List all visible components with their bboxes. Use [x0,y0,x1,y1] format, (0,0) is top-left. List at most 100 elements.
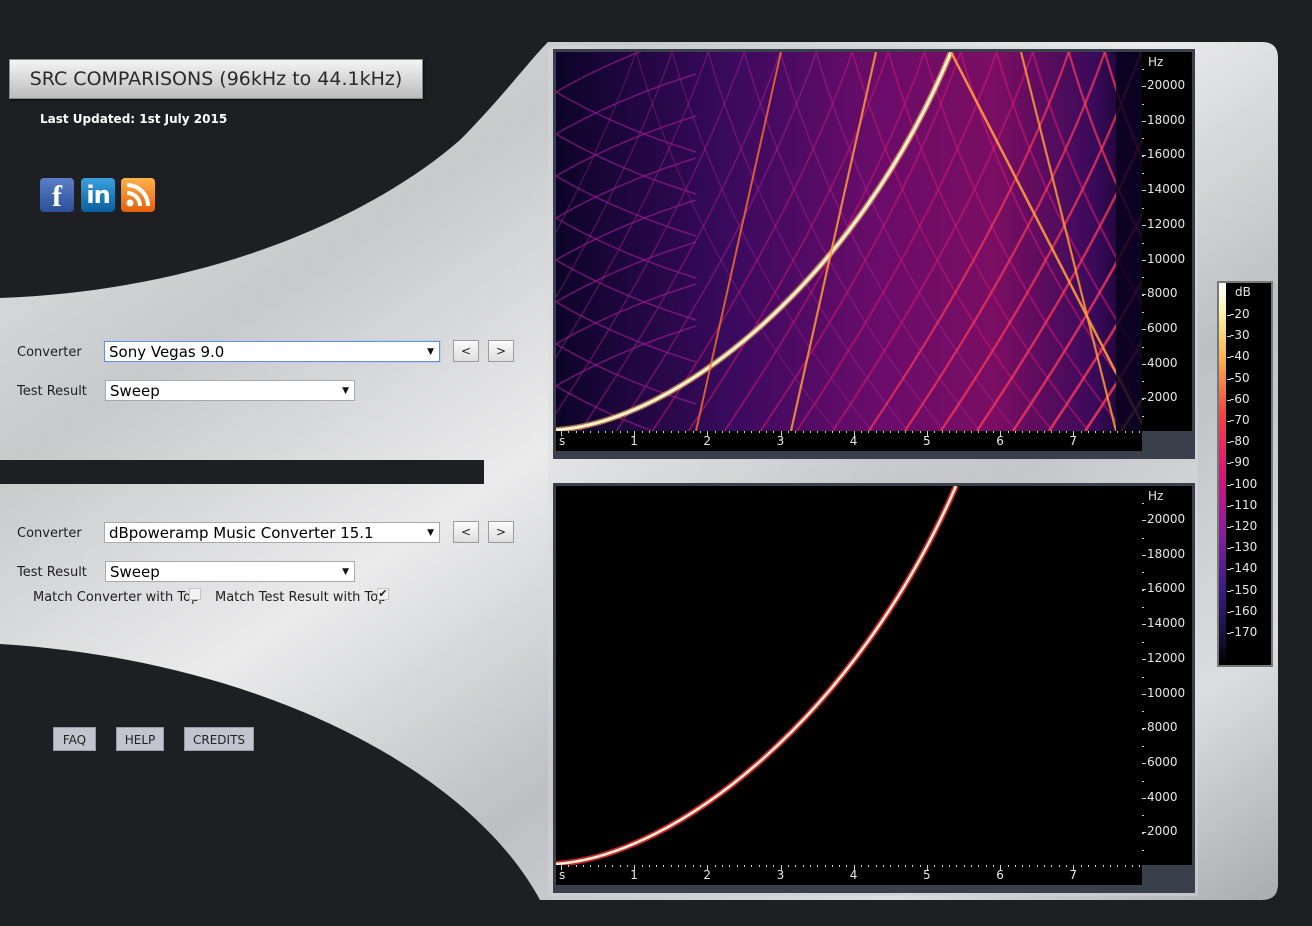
facebook-glyph: f [52,180,62,213]
top-time-minor-tick [1102,431,1104,433]
bottom-time-minor-tick [890,865,892,867]
top-alias-line [687,52,890,431]
last-updated-text: Last Updated: 1st July 2015 [40,112,228,126]
match-test-result-label: Match Test Result with Top [215,590,387,605]
bottom-sweep-line [556,486,958,865]
top-time-minor-tick [868,431,870,433]
bottom-time-minor-tick [1117,865,1119,867]
bottom-freq-tick-label: 6000 [1147,754,1178,769]
bottom-time-minor-tick [839,865,841,867]
top-time-tick-mark [1073,431,1075,436]
db-tick-mark [1227,527,1231,528]
top-time-tick-mark [707,431,709,436]
top-freq-minor-tick [1142,190,1144,192]
bottom-time-minor-tick [948,865,950,867]
top-time-minor-tick [1124,431,1126,433]
bottom-time-minor-tick [619,865,621,867]
bottom-time-minor-tick [1073,865,1075,867]
bottom-freq-minor-tick [1142,797,1144,799]
bottom-freq-minor-tick [1142,537,1144,539]
top-freq-tick-mark [1142,190,1146,192]
top-freq-minor-tick [1142,311,1144,313]
top-alias-line [579,52,781,431]
help-button[interactable]: HELP [116,727,164,751]
bottom-next-button[interactable]: > [488,521,514,543]
bottom-time-minor-tick [817,865,819,867]
match-test-result-checkbox[interactable]: ✔ [377,587,389,600]
bottom-freq-minor-tick [1142,711,1144,713]
bottom-freq-minor-tick [1142,589,1144,591]
top-freq-tick-mark [1142,398,1146,400]
db-tick-label: -100 [1230,476,1258,491]
db-tick-label: -130 [1230,540,1258,555]
bottom-prev-button[interactable]: < [453,521,479,543]
top-time-minor-tick [919,431,921,433]
db-tick-mark [1227,463,1231,465]
bottom-time-minor-tick [824,865,826,867]
top-time-minor-tick [861,431,863,433]
top-time-minor-tick [905,431,907,433]
top-axis-corner [1142,431,1192,451]
top-time-minor-tick [575,431,577,433]
bottom-freq-tick-mark [1142,520,1146,521]
bottom-time-minor-tick [714,865,716,867]
top-alias-line [556,199,697,261]
db-color-scale: dB -20 -30 -40 -50 -60 -70 -80 -90 -100 -110 -120 -1… [1217,281,1273,667]
top-time-minor-tick [707,431,709,433]
chevron-down-icon: ▼ [342,386,349,396]
top-time-minor-tick [963,431,965,433]
top-time-minor-tick [729,431,731,433]
faq-button[interactable]: FAQ [53,727,96,751]
bottom-time-minor-tick [729,865,731,867]
top-time-tick-label: 3 [776,434,785,448]
top-next-button[interactable]: > [488,340,514,362]
bottom-time-tick-mark [561,865,562,870]
top-time-minor-tick [970,431,972,433]
bottom-time-minor-tick [1029,865,1031,867]
top-time-minor-tick [744,431,745,433]
top-hz-unit-label: Hz [1148,55,1164,69]
bottom-time-minor-tick [934,865,936,867]
top-alias-line [651,52,854,431]
top-prev-button[interactable]: < [453,340,479,362]
bottom-time-minor-tick [861,865,863,867]
top-freq-tick-label: 10000 [1147,251,1186,266]
bottom-time-tick-label: 4 [849,868,858,882]
match-converter-checkbox[interactable] [189,588,201,600]
top-test-result-select[interactable]: Sweep ▼ [105,380,355,401]
bottom-time-minor-tick [875,865,877,867]
bottom-freq-tick-label: 20000 [1147,512,1186,526]
bottom-axis-corner [1142,865,1192,885]
db-tick-label: -60 [1230,391,1250,406]
linkedin-icon[interactable]: in [81,178,115,212]
bottom-test-result-select[interactable]: Sweep ▼ [105,561,355,582]
rss-icon[interactable] [121,178,155,212]
bottom-converter-select[interactable]: dBpoweramp Music Converter 15.1 ▼ [104,522,440,543]
bottom-time-minor-tick [1088,865,1090,867]
top-alias-line [635,52,837,431]
bottom-time-minor-tick [1014,865,1016,867]
top-time-minor-tick [875,431,877,433]
bottom-spectrogram-plot [556,486,1142,865]
top-spectrogram-edge [1116,52,1142,431]
top-alias-line [671,52,873,431]
top-freq-minor-tick [1142,259,1144,261]
bottom-time-minor-tick [1124,865,1126,867]
bottom-freq-minor-tick [1142,693,1144,695]
top-time-minor-tick [956,431,958,433]
facebook-icon[interactable]: f [40,178,74,213]
top-time-minor-tick [839,431,841,433]
bottom-time-minor-tick [663,865,665,867]
top-alias-line [975,136,1142,431]
bottom-freq-minor-tick [1142,815,1144,817]
db-tick-mark [1227,633,1231,634]
top-freq-tick-mark [1142,294,1146,296]
top-time-tick-label: 5 [923,434,931,448]
top-converter-select[interactable]: Sony Vegas 9.0 ▼ [104,341,440,362]
bottom-spectrogram-panel: Hz 20000 18000 16000 14000 12000 10000 8000 6000… [553,483,1195,893]
bottom-time-minor-tick [1095,865,1097,867]
bottom-time-minor-tick [912,865,914,867]
bottom-time-minor-tick [773,865,775,867]
bottom-time-minor-tick [992,865,994,867]
credits-button[interactable]: CREDITS [184,727,254,751]
